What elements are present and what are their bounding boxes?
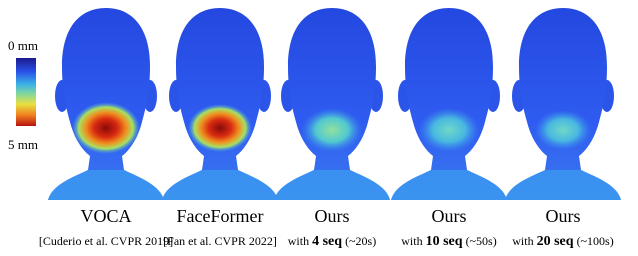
caption-bold: 4 seq — [312, 234, 342, 249]
head-render — [48, 4, 164, 200]
head-render — [274, 4, 390, 200]
caption-suffix: (~100s) — [577, 234, 614, 248]
colorbar-min-label: 0 mm — [8, 38, 38, 54]
caption-bold: 10 seq — [426, 234, 463, 249]
caption-prefix: with — [512, 234, 533, 248]
caption-prefix: with — [288, 234, 309, 248]
head-render — [162, 4, 278, 200]
figure: 0 mm 5 mm VOCA [Cuderio et al. CVPR 2019… — [0, 0, 638, 256]
caption-prefix: with — [401, 234, 422, 248]
head-render — [505, 4, 621, 200]
panel-title: Ours — [483, 206, 638, 227]
head-render — [391, 4, 507, 200]
colorbar — [16, 58, 36, 126]
caption-bold: 20 seq — [537, 234, 574, 249]
colorbar-max-label: 5 mm — [8, 137, 38, 153]
panel-caption: with 20 seq(~100s) — [483, 234, 638, 250]
